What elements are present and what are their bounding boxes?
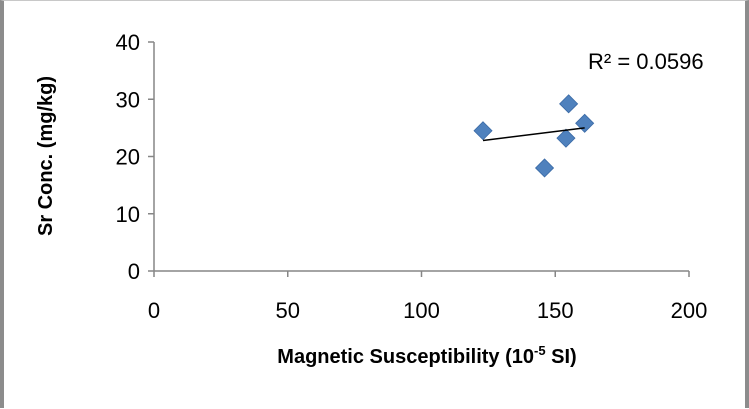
x-tick-label: 200	[671, 298, 708, 323]
x-tick-label: 150	[537, 298, 574, 323]
scatter-chart: 0 50 100 150 200 0 10 20 30 40 R² = 0.0596 Sr Con…	[35, 30, 708, 368]
r-squared-annotation: R² = 0.0596	[588, 49, 704, 74]
y-axis-title: Sr Conc. (mg/kg)	[35, 76, 57, 236]
y-tick-label: 0	[128, 259, 140, 284]
data-point-diamond	[473, 121, 493, 141]
x-axis-title: Magnetic Susceptibility (10-5 SI)	[277, 343, 576, 368]
x-tick-label: 0	[148, 298, 160, 323]
x-axis-title-main: Magnetic Susceptibility (10	[277, 346, 534, 368]
x-tick-label: 100	[403, 298, 440, 323]
trendline	[482, 127, 585, 142]
data-point-diamond	[575, 113, 595, 133]
x-axis-title-tail: SI)	[546, 346, 577, 368]
y-tick-label: 10	[116, 202, 140, 227]
x-tick-label: 50	[276, 298, 300, 323]
data-point-diamond	[534, 158, 555, 178]
ticks	[148, 41, 690, 277]
x-axis-title-superscript: -5	[534, 343, 546, 358]
data-points	[473, 94, 595, 178]
data-point-diamond	[559, 94, 579, 114]
y-tick-label: 20	[116, 145, 140, 170]
y-tick-label: 40	[116, 30, 140, 55]
axes	[153, 42, 689, 272]
data-point-diamond	[556, 128, 576, 148]
y-tick-label: 30	[116, 87, 140, 112]
tick-labels: 0 50 100 150 200 0 10 20 30 40	[116, 30, 708, 323]
